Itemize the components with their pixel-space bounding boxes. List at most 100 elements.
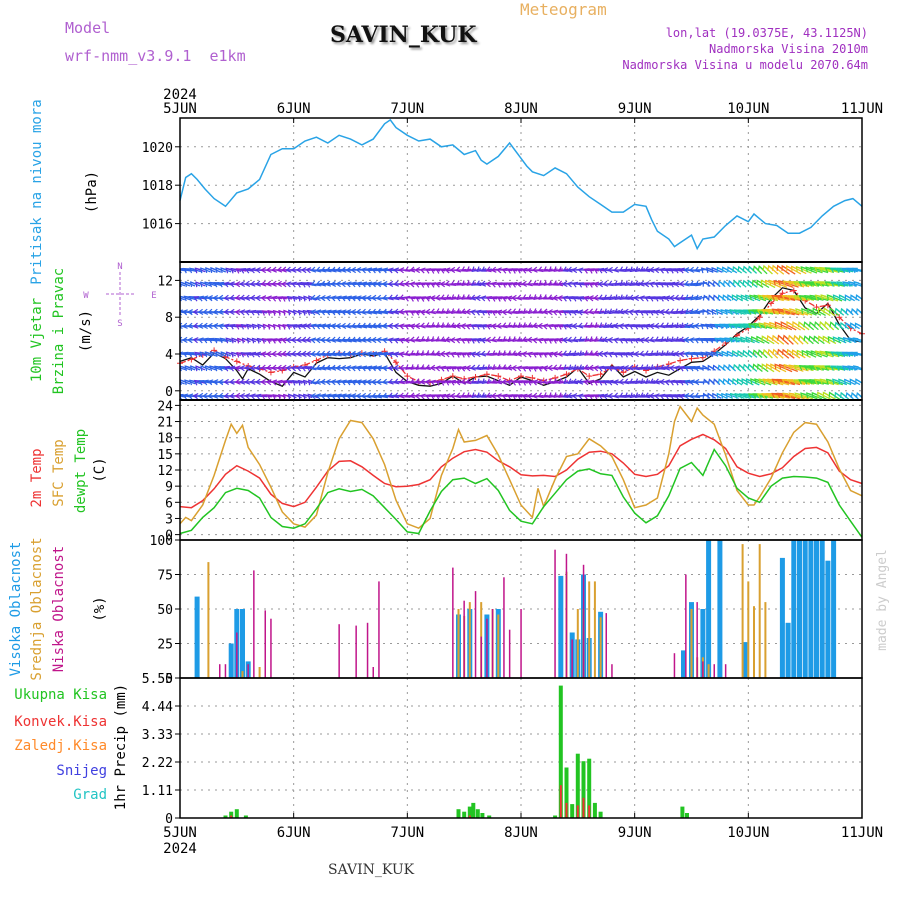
wind-arrow-head	[315, 350, 322, 357]
wind-arrow-head	[702, 378, 709, 385]
y-tick-label: 100	[150, 534, 173, 549]
wind-arrow-head	[847, 281, 854, 287]
wind-arrow-head	[276, 266, 283, 273]
mid-cloud-bar	[599, 617, 602, 678]
y-tick-label: 6	[165, 496, 173, 511]
wind-arrow-head	[633, 294, 640, 302]
wind-arrow-head	[786, 348, 793, 355]
wind-arrow-head	[542, 352, 549, 358]
wind-arrow-head	[393, 308, 400, 315]
wind-arrow-head	[531, 322, 538, 329]
wind-arrow-head	[729, 337, 736, 343]
wind-arrow-head	[654, 282, 661, 288]
wind-arrow-head	[756, 309, 763, 315]
wind-arrow-head	[409, 310, 416, 316]
wind-arrow-head	[199, 351, 206, 358]
wind-arrow-head	[618, 365, 625, 372]
wind-arrow-head	[855, 294, 862, 301]
wind-arrow-head	[387, 337, 394, 344]
wind-arrow-head	[655, 350, 662, 357]
wind-arrow-head	[603, 294, 610, 300]
wind-arrow-head	[444, 393, 451, 400]
wind-arrow-head	[723, 323, 730, 330]
wind-arrow-head	[305, 336, 312, 343]
wind-arrow-head	[669, 308, 676, 315]
wind-arrow-head	[340, 281, 347, 288]
wind-arrow	[782, 392, 805, 400]
wind-arrow-head	[674, 336, 681, 342]
wind-arrow-head	[466, 280, 473, 286]
wind-arrow-head	[664, 295, 671, 302]
wind-arrow-head	[511, 350, 518, 357]
wind-arrow-head	[320, 393, 327, 400]
wind-arrow-head	[365, 308, 373, 315]
wind-arrow-head	[223, 294, 230, 301]
wind-arrow-head	[195, 365, 201, 372]
wind-arrow-head	[439, 268, 447, 274]
wind-arrow-head	[712, 392, 718, 399]
wind-arrow-head	[683, 393, 690, 400]
wind-arrow-head	[613, 352, 620, 358]
wind-arrow-head	[345, 322, 352, 329]
wind-arrow-head	[469, 294, 477, 301]
wind-arrow-head	[562, 266, 569, 272]
wind-arrow-head	[747, 363, 754, 370]
wind-arrow-head	[398, 378, 405, 385]
wind-arrow-head	[835, 365, 842, 371]
wind-arrow-head	[683, 280, 690, 287]
wind-arrow-head	[760, 279, 767, 286]
wind-arrow-head	[808, 281, 815, 287]
wind-arrow-head	[345, 309, 352, 316]
wind-arrow-head	[557, 364, 564, 370]
total-precip-bar	[480, 813, 485, 818]
wind-axis-label-2: Brzina i Pravac	[51, 268, 67, 394]
wind-arrow-head	[769, 321, 775, 328]
wind-arrow-head	[392, 364, 399, 372]
high-cloud-bar	[797, 540, 802, 678]
wind-arrow-head	[577, 393, 584, 400]
dewpt-label: dewpt Temp	[73, 429, 89, 513]
wind-arrow	[743, 309, 762, 315]
wind-arrow-head	[593, 268, 600, 274]
wind-arrow-head	[628, 378, 635, 384]
wind-arrow-head	[381, 308, 389, 315]
wind-arrow-head	[192, 393, 199, 400]
wind-arrow-head	[454, 322, 461, 329]
wind-arrow-head	[214, 365, 220, 372]
wind-arrow-head	[271, 379, 278, 386]
wind-arrow-head	[293, 393, 299, 400]
sfc-temp-line	[179, 404, 863, 530]
total-precip-bar	[553, 815, 558, 818]
wind-arrow-head	[649, 350, 656, 356]
wind-arrow-head	[588, 379, 595, 386]
wind-arrow	[804, 379, 824, 385]
wind-arrow-head	[292, 295, 299, 302]
wind-arrow-head	[527, 294, 534, 300]
wind-arrow-head	[669, 281, 676, 288]
wind-arrow-head	[223, 365, 231, 372]
wind-gust-marker	[813, 304, 820, 311]
wind-arrow-head	[806, 307, 813, 314]
wind-arrow-head	[320, 364, 327, 371]
wind-arrow-head	[628, 351, 635, 358]
wind-arrow-head	[639, 364, 646, 370]
wind-arrow-head	[305, 267, 312, 274]
wind-arrow	[180, 367, 186, 371]
wind-arrow-head	[440, 308, 447, 314]
wind-arrow-head	[571, 266, 578, 274]
wind-arrow-head	[510, 364, 517, 372]
low-cloud-bar	[372, 667, 374, 678]
wind-gust-marker	[483, 371, 490, 378]
wind-arrow-head	[634, 378, 641, 385]
wind-arrow-head	[217, 392, 224, 399]
wind-arrow-head	[398, 280, 405, 287]
y-tick-label: 12	[157, 274, 173, 289]
wind-arrow-head	[217, 378, 224, 386]
mid-cloud-bar	[747, 581, 750, 678]
wind-arrow-head	[734, 393, 741, 399]
wind-arrow-head	[842, 281, 849, 287]
wind-arrow-head	[838, 378, 844, 385]
wind-arrow-head	[684, 322, 691, 329]
x-tick-label-top: 8JUN	[504, 101, 538, 117]
wind-arrow-head	[745, 378, 752, 385]
